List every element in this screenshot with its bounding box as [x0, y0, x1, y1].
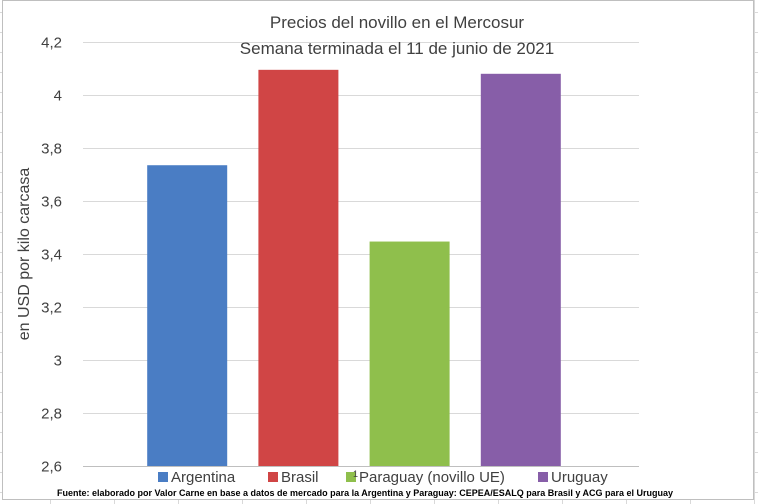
legend-label: Paraguay (novillo UE): [359, 469, 505, 486]
y-tick-label: 3,4: [41, 247, 62, 264]
y-tick-label: 3,8: [41, 141, 62, 158]
y-tick-label: 3,6: [41, 194, 62, 211]
legend-swatch: [268, 472, 278, 482]
chart-title-line-2: Semana terminada el 11 de junio de 2021: [240, 39, 554, 58]
legend-swatch: [538, 472, 548, 482]
bar-paraguay: [369, 241, 450, 466]
legend: Argentina Brasil Paraguay (novillo UE) Urug…: [158, 469, 608, 486]
y-tick-label: 2,8: [41, 406, 62, 423]
bar-chart: 2,6 2,8 3 3,2 3,4 3,6 3,8 4 4,2 Precios del novi…: [16, 13, 673, 498]
legend-swatch: [158, 472, 168, 482]
bar-uruguay: [480, 73, 561, 467]
legend-label: Uruguay: [551, 469, 608, 486]
y-tick-label: 4,2: [41, 35, 62, 52]
y-axis-ticks: 2,6 2,8 3 3,2 3,4 3,6 3,8 4 4,2: [41, 35, 62, 476]
y-tick-label: 4: [54, 88, 62, 105]
bars: [147, 69, 561, 467]
legend-footnote-mark: 1: [353, 469, 358, 479]
bar-brasil: [258, 69, 339, 466]
bar-argentina: [147, 165, 228, 466]
legend-label: Brasil: [281, 469, 319, 486]
legend-swatch: [346, 472, 356, 482]
source-note: Fuente: elaborado por Valor Carne en bas…: [57, 488, 673, 498]
y-axis-title: en USD por kilo carcasa: [16, 168, 33, 341]
legend-label: Argentina: [171, 469, 236, 486]
chart-title-line-1: Precios del novillo en el Mercosur: [270, 13, 525, 32]
y-tick-label: 2,6: [41, 459, 62, 476]
y-tick-label: 3: [54, 353, 62, 370]
y-tick-label: 3,2: [41, 300, 62, 317]
